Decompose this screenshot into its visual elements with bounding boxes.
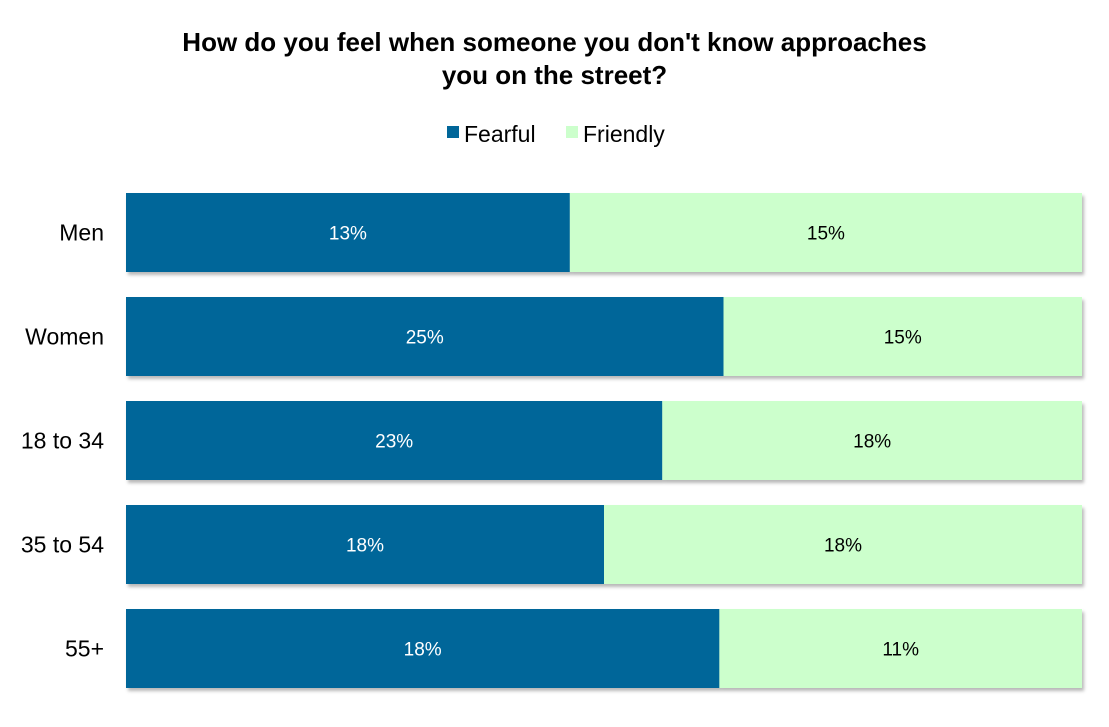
chart-legend: Fearful Friendly (447, 121, 665, 147)
bar-fearful-35-to-54 (126, 505, 604, 584)
bar-fearful-55 (126, 609, 720, 688)
legend-label-friendly: Friendly (583, 121, 665, 147)
chart-title-line-1: How do you feel when someone you don't k… (182, 27, 927, 57)
bar-fearful-women (126, 297, 724, 376)
data-label-friendly-men: 15% (807, 224, 845, 245)
bar-friendly-35-to-54 (604, 505, 1082, 584)
data-labels: 13% 15% 25% 15% 23% 18% 18% 18% 18% 11% (329, 224, 922, 661)
data-label-fearful-18-to-34: 23% (375, 432, 413, 453)
data-label-friendly-women: 15% (884, 328, 922, 349)
data-label-friendly-35-to-54: 18% (824, 536, 862, 557)
bar-row-18-to-34 (126, 401, 1082, 480)
bar-row-35-to-54 (126, 505, 1082, 584)
data-label-fearful-55: 18% (404, 640, 442, 661)
bar-row-women (126, 297, 1082, 376)
legend-swatch-fearful (447, 126, 459, 138)
data-label-friendly-18-to-34: 18% (853, 432, 891, 453)
bar-row-men (126, 193, 1082, 272)
bar-friendly-women (723, 297, 1082, 376)
chart-title-line-2: you on the street? (441, 60, 668, 90)
category-label-55: 55+ (65, 636, 104, 662)
data-label-fearful-women: 25% (406, 328, 444, 349)
bars (126, 193, 1082, 688)
bar-fearful-men (126, 193, 570, 272)
bar-friendly-55 (719, 609, 1082, 688)
chart-title: How do you feel when someone you don't k… (0, 26, 1109, 92)
category-label-men: Men (59, 220, 104, 246)
bar-friendly-men (569, 193, 1082, 272)
legend-label-fearful: Fearful (464, 121, 536, 147)
category-label-women: Women (25, 324, 104, 350)
legend-swatch-friendly (566, 126, 578, 138)
data-label-fearful-35-to-54: 18% (346, 536, 384, 557)
category-axis-labels: Men Women 18 to 34 35 to 54 55+ (21, 220, 104, 662)
bar-fearful-18-to-34 (126, 401, 663, 480)
category-label-18-to-34: 18 to 34 (21, 428, 104, 454)
category-label-35-to-54: 35 to 54 (21, 532, 104, 558)
data-label-friendly-55: 11% (882, 640, 919, 661)
bar-row-55 (126, 609, 1082, 688)
bar-friendly-18-to-34 (662, 401, 1082, 480)
data-label-fearful-men: 13% (329, 224, 367, 245)
